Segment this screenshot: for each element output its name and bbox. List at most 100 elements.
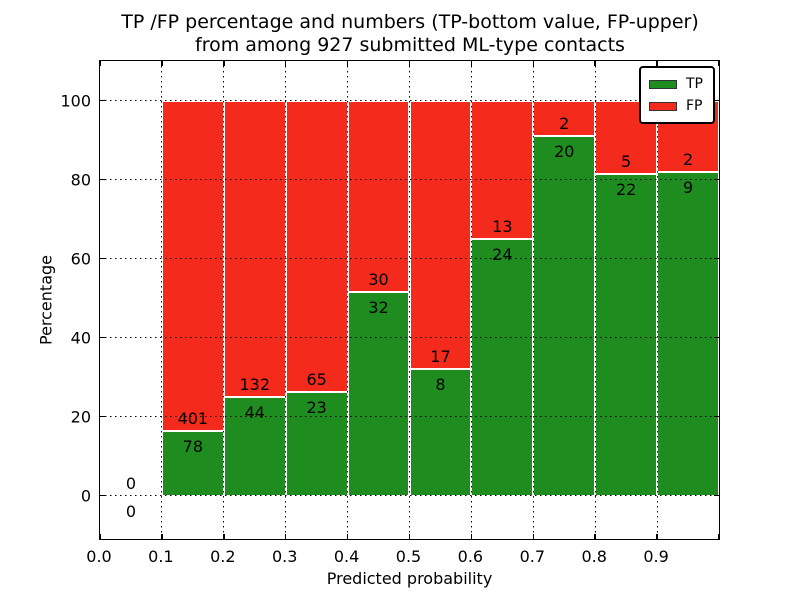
x-tick-mark <box>284 61 287 66</box>
chart-title-line-1: TP /FP percentage and numbers (TP-bottom… <box>121 11 699 33</box>
y-tick-mark <box>714 336 719 339</box>
tp-count-label: 0 <box>125 501 137 521</box>
legend-item-fp: FP <box>649 95 703 117</box>
y-tick-mark <box>100 178 105 181</box>
x-tick-mark <box>161 534 163 539</box>
y-tick-mark <box>714 257 719 260</box>
legend-swatch-tp <box>649 79 677 89</box>
x-tick-mark <box>532 61 535 66</box>
y-tick-mark <box>100 494 105 497</box>
x-tick-mark <box>594 61 596 66</box>
y-axis-title: Percentage <box>36 254 56 346</box>
y-tick-mark <box>100 257 105 260</box>
tp-bar-segment <box>657 172 719 496</box>
x-tick-label: 0.5 <box>395 547 422 566</box>
x-tick-mark <box>408 61 411 66</box>
fp-bar-segment <box>409 100 472 370</box>
fp-count-label: 13 <box>492 217 513 237</box>
legend-label: TP <box>686 76 703 92</box>
fp-count-label: 0 <box>125 473 137 493</box>
x-tick-mark <box>99 61 101 66</box>
fp-bar-segment <box>347 100 410 292</box>
y-tick-label: 20 <box>70 407 91 427</box>
legend-label: FP <box>686 98 703 114</box>
x-axis-title: Predicted probability <box>326 569 493 588</box>
tp-count-label: 22 <box>615 179 637 199</box>
tp-bar-segment <box>471 239 534 496</box>
tp-bar-segment <box>347 291 410 496</box>
x-tick-mark <box>223 534 225 539</box>
x-tick-label: 0.7 <box>519 547 546 566</box>
x-tick-mark <box>346 534 349 539</box>
x-tick-label: 0.1 <box>148 547 174 566</box>
y-tick-label: 0 <box>80 486 91 506</box>
tp-bar-segment <box>161 431 224 496</box>
x-tick-mark <box>408 534 411 539</box>
y-tick-mark <box>714 494 719 497</box>
x-tick-label: 0.0 <box>86 547 112 566</box>
y-tick-mark <box>714 415 719 418</box>
v-gridline <box>161 61 163 539</box>
tp-count-label: 78 <box>182 437 204 457</box>
x-tick-mark <box>470 534 473 539</box>
v-gridline <box>532 61 534 539</box>
v-gridline <box>409 61 410 539</box>
x-tick-mark <box>656 534 658 539</box>
fp-count-label: 30 <box>368 269 389 289</box>
tp-count-label: 20 <box>554 142 575 162</box>
chart-title: TP /FP percentage and numbers (TP-bottom… <box>0 11 800 57</box>
y-tick-mark <box>100 99 105 102</box>
x-tick-mark <box>284 534 287 539</box>
v-gridline <box>470 61 472 539</box>
plot-area: TP FP 0 0 401 78 132 44 65 23 30 32 17 8 13 24 2 20 5 22 2 9 <box>99 60 720 540</box>
v-gridline <box>594 61 596 539</box>
legend-item-tp: TP <box>649 73 703 95</box>
y-tick-mark <box>100 336 105 339</box>
x-tick-mark <box>161 61 163 66</box>
fp-bar-segment <box>285 100 348 393</box>
tp-count-label: 8 <box>435 375 446 395</box>
v-gridline <box>285 61 287 539</box>
x-tick-mark <box>656 61 658 66</box>
fp-count-label: 17 <box>430 347 451 367</box>
x-tick-mark <box>99 534 101 539</box>
tp-count-label: 44 <box>244 402 265 422</box>
fp-count-label: 401 <box>177 409 209 429</box>
legend-swatch-fp <box>649 101 677 111</box>
y-tick-label: 60 <box>70 249 91 269</box>
x-tick-label: 0.6 <box>457 547 484 566</box>
fp-count-label: 5 <box>621 151 632 171</box>
tp-count-label: 23 <box>306 398 327 418</box>
x-tick-mark <box>718 61 720 66</box>
x-tick-label: 0.4 <box>333 547 360 566</box>
fp-count-label: 65 <box>306 370 327 390</box>
y-tick-mark <box>714 99 719 102</box>
fp-bar-segment <box>223 100 286 397</box>
x-tick-label: 0.9 <box>643 547 669 566</box>
v-gridline <box>656 61 658 539</box>
tp-bar-segment <box>595 173 658 496</box>
fp-bar-segment <box>161 100 224 432</box>
x-tick-mark <box>532 534 535 539</box>
x-tick-label: 0.3 <box>271 547 298 566</box>
y-tick-label: 100 <box>60 91 91 110</box>
y-tick-mark <box>714 178 719 181</box>
tp-count-label: 9 <box>682 178 694 198</box>
x-tick-mark <box>470 61 473 66</box>
y-tick-label: 40 <box>70 328 91 348</box>
x-tick-mark <box>718 534 720 539</box>
x-tick-label: 0.2 <box>210 547 236 566</box>
legend: TP FP <box>639 66 715 124</box>
chart-title-line-2: from among 927 submitted ML-type contact… <box>195 34 625 56</box>
v-gridline <box>347 61 349 539</box>
fp-count-label: 132 <box>239 374 271 394</box>
fp-count-label: 2 <box>559 114 570 134</box>
tp-count-label: 24 <box>492 245 513 265</box>
tp-bar-segment <box>223 396 286 496</box>
tp-count-label: 32 <box>368 297 389 317</box>
y-tick-mark <box>100 415 105 418</box>
x-tick-mark <box>594 534 596 539</box>
tp-bar-segment <box>533 136 596 496</box>
fp-count-label: 2 <box>682 150 694 170</box>
